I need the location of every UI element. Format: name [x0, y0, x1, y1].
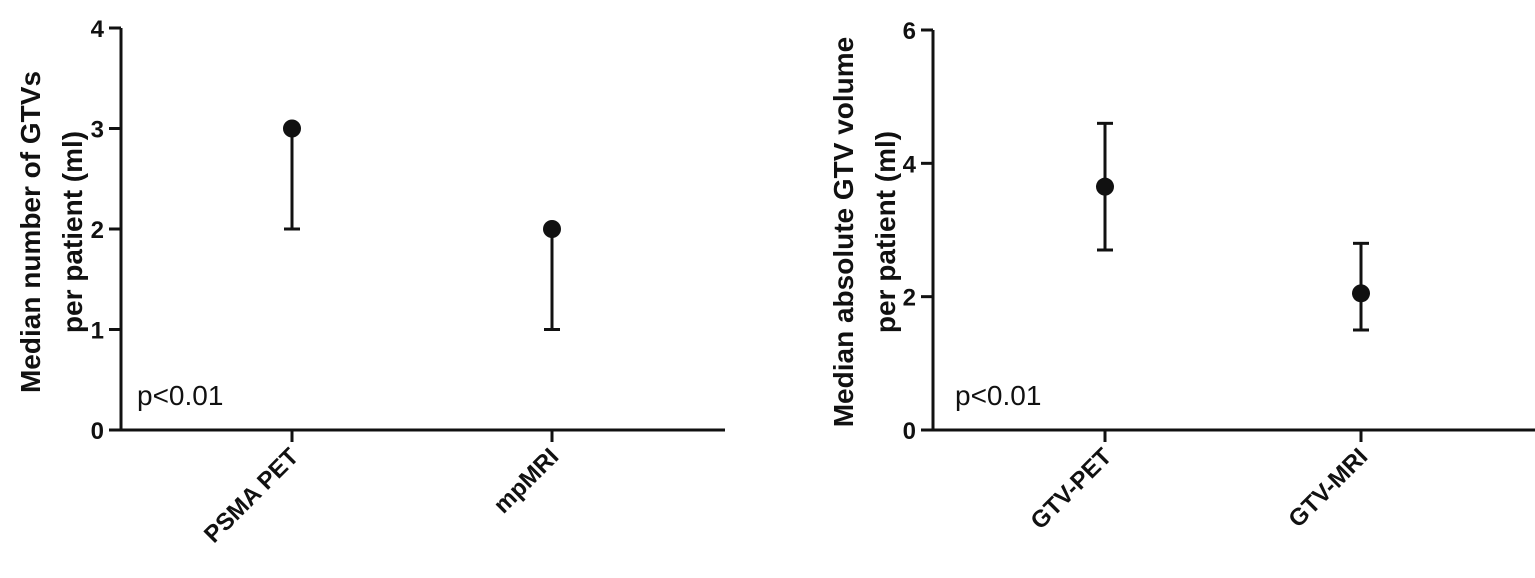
y-tick-label: 6 [903, 18, 916, 45]
y-tick-label: 2 [903, 285, 916, 312]
x-category-label: PSMA PET [199, 443, 304, 548]
median-point [1096, 177, 1114, 196]
y-tick-label: 1 [91, 318, 104, 345]
x-category-label: GTV-MRI [1283, 443, 1373, 533]
p-value-annotation: p<0.01 [137, 380, 223, 411]
y-axis-label: per patient (ml) [870, 131, 901, 333]
y-tick-label: 2 [91, 217, 104, 244]
x-category-label: mpMRI [489, 443, 565, 519]
p-value-annotation: p<0.01 [955, 380, 1041, 411]
y-tick-label: 4 [903, 151, 917, 178]
median-point [543, 220, 561, 238]
x-category-label: GTV-PET [1026, 443, 1118, 535]
y-tick-label: 3 [91, 117, 104, 144]
y-axis-label: Median absolute GTV volume [828, 37, 859, 428]
y-tick-label: 0 [903, 418, 916, 445]
y-tick-label: 0 [91, 418, 104, 445]
median-point [283, 119, 301, 138]
y-tick-label: 4 [91, 16, 105, 43]
y-axis-label: Median number of GTVs [15, 71, 46, 393]
median-point [1352, 284, 1370, 303]
y-axis-label: per patient (ml) [57, 131, 88, 333]
